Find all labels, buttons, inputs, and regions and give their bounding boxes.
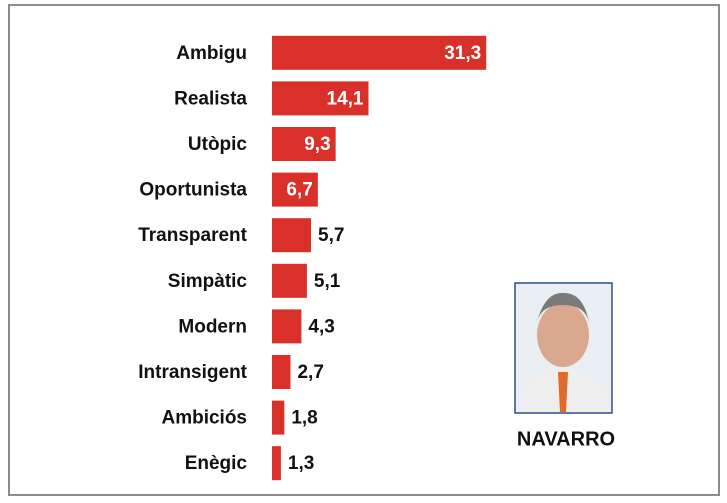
value-label: 4,3 bbox=[308, 316, 334, 337]
value-label: 14,1 bbox=[327, 88, 364, 109]
category-label: Ambigu bbox=[176, 43, 247, 64]
bar bbox=[272, 218, 311, 252]
value-label: 6,7 bbox=[286, 180, 312, 201]
value-label: 31,3 bbox=[444, 43, 481, 64]
photo bbox=[515, 283, 612, 413]
bar bbox=[272, 446, 281, 480]
value-label: 9,3 bbox=[304, 134, 330, 155]
value-label: 5,1 bbox=[314, 271, 341, 292]
category-label: Realista bbox=[174, 88, 247, 109]
category-label: Oportunista bbox=[139, 180, 247, 201]
chart: NAVARRO Ambigu 31,3 Realista 14,1 Utòpic 9,3 O… bbox=[0, 0, 727, 503]
photo-face bbox=[537, 303, 589, 367]
category-label: Transparent bbox=[138, 225, 247, 246]
value-label: 2,7 bbox=[297, 362, 323, 383]
value-label: 1,3 bbox=[288, 453, 314, 474]
bar bbox=[272, 401, 284, 435]
bar bbox=[272, 264, 307, 298]
category-label: Modern bbox=[178, 316, 247, 337]
category-label: Ambiciós bbox=[161, 408, 247, 429]
bar bbox=[272, 355, 290, 389]
value-label: 5,7 bbox=[318, 225, 344, 246]
page: NAVARRO Ambigu 31,3 Realista 14,1 Utòpic 9,3 O… bbox=[0, 0, 727, 503]
category-label: Utòpic bbox=[188, 134, 248, 155]
category-label: Enègic bbox=[185, 453, 248, 474]
bar bbox=[272, 309, 301, 343]
frame bbox=[9, 5, 719, 495]
value-label: 1,8 bbox=[291, 408, 317, 429]
annotation: NAVARRO bbox=[517, 428, 615, 450]
category-label: Simpàtic bbox=[168, 271, 248, 292]
category-label: Intransigent bbox=[138, 362, 247, 383]
